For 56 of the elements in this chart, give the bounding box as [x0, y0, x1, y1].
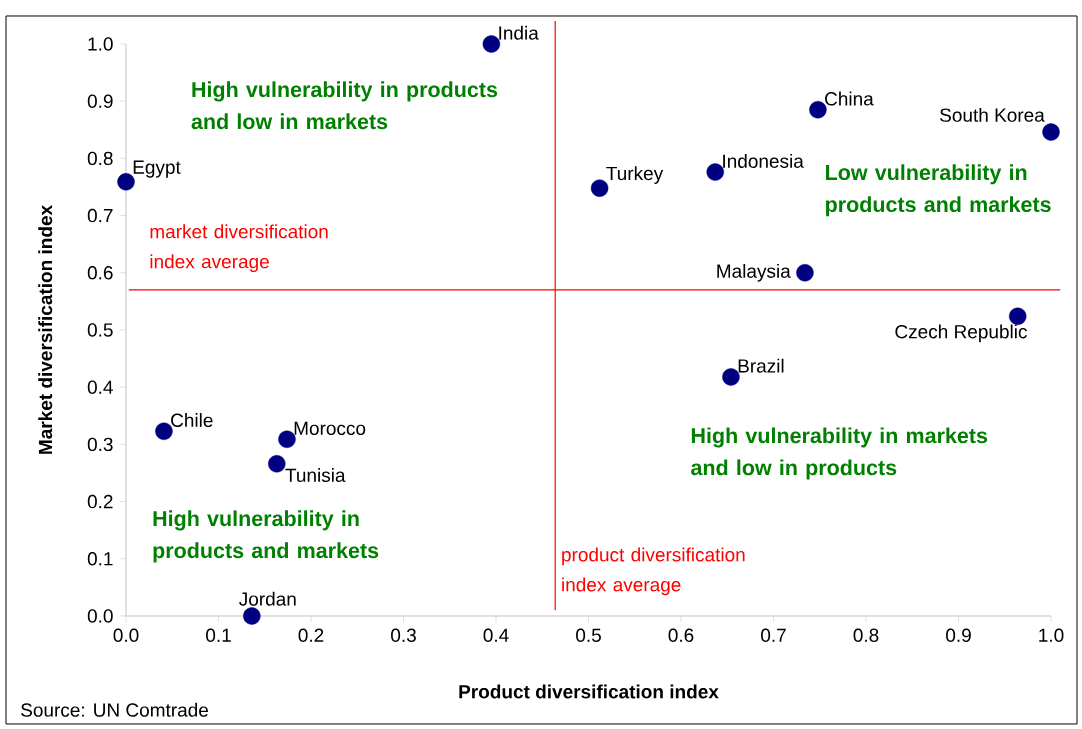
y-tick-label: 0.7 [87, 208, 113, 223]
point [117, 173, 135, 191]
y-tick-label: 0.3 [87, 437, 113, 452]
point [155, 422, 173, 440]
x-tick-label: 0.5 [576, 628, 601, 642]
x-tick-label: 0.2 [298, 628, 324, 642]
y-tick-label: 0.9 [87, 94, 113, 108]
x-tick-label: 0.1 [206, 628, 231, 642]
annotation: Low vulnerability in products and markets [826, 164, 1051, 217]
annotation: Egypt [133, 160, 181, 178]
x-tick-label: 0.9 [946, 628, 971, 642]
y-tick-label: 0.6 [87, 266, 113, 280]
annotation: Turkey [606, 166, 664, 184]
annotation: High vulnerability in products and low in markets [191, 81, 498, 130]
point [1042, 123, 1060, 141]
x-tick-label: 0.3 [391, 628, 416, 642]
point [722, 368, 740, 386]
point [1009, 307, 1027, 325]
annotation: Chile [171, 413, 213, 428]
y-tick-label: 1.0 [88, 37, 113, 51]
annotation: Tunisia [285, 468, 346, 482]
x-tick-label: 0.4 [483, 628, 509, 642]
ref-line-label: market diversification index average [150, 224, 328, 273]
y-tick-label: 0.0 [87, 609, 113, 623]
annotation: High vulnerability in markets and low in products [691, 427, 988, 480]
point [268, 455, 286, 473]
x-tick-label: 0.0 [113, 628, 139, 642]
annotation: Malaysia [717, 263, 791, 282]
y-tick-label: 0.2 [87, 494, 113, 509]
y-tick-label: 0.4 [87, 380, 113, 394]
annotation: China [825, 91, 874, 106]
annotation: India [499, 25, 539, 40]
point [243, 607, 261, 625]
source-note: Source: UN Comtrade [21, 702, 208, 717]
point [809, 101, 827, 119]
point [278, 430, 296, 448]
x-tick-label: 0.6 [668, 628, 694, 642]
annotation: Brazil [738, 358, 784, 373]
annotation: Jordan [239, 591, 296, 606]
annotation: Indonesia [723, 153, 804, 168]
x-tick-label: 0.7 [761, 628, 786, 642]
y-tick-label: 0.5 [87, 323, 113, 337]
point [706, 163, 724, 181]
annotation: Czech Republic [895, 324, 1027, 343]
annotation: South Korea [940, 107, 1045, 122]
annotation: High vulnerability in products and markets [153, 510, 379, 563]
point [482, 35, 501, 53]
y-axis-title: Market diversification index [38, 205, 53, 454]
x-axis-title: Product diversification index [459, 684, 719, 699]
ref-line-label: product diversification index average [562, 547, 745, 596]
y-tick-label: 0.8 [87, 151, 113, 166]
annotation: Morocco [294, 421, 366, 436]
y-tick-label: 0.1 [87, 552, 113, 566]
x-tick-label: 1.0 [1039, 628, 1064, 642]
point [796, 264, 814, 282]
x-tick-label: 0.8 [853, 628, 879, 642]
